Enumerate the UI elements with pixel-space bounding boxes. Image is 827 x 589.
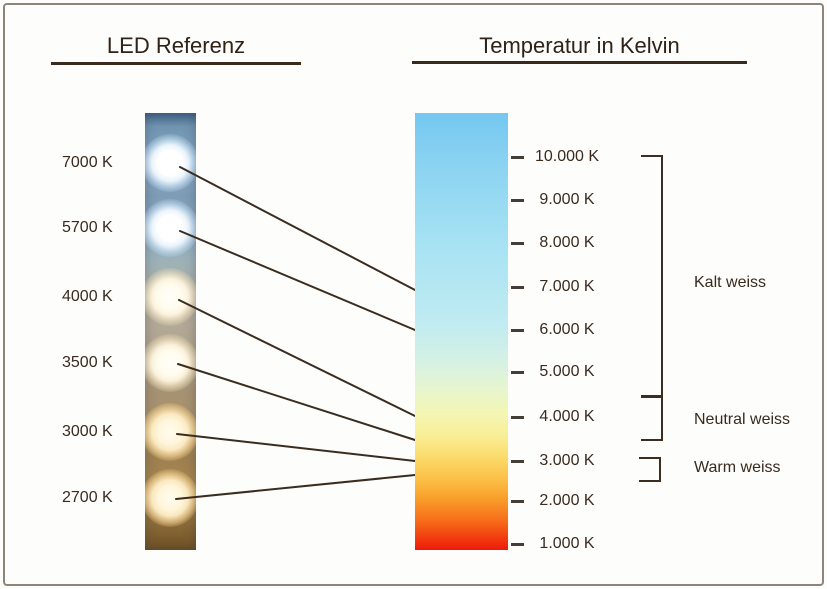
tick-7000k (511, 286, 524, 289)
neutral-weiss-bracket (641, 396, 663, 441)
led-bulb-5700k (145, 199, 196, 257)
tick-4000k (511, 416, 524, 419)
led-title-underline (51, 62, 301, 65)
tick-5000k (511, 371, 524, 374)
tick-label-8000k: 8.000 K (539, 234, 595, 251)
led-strip-photo (145, 113, 196, 550)
tick-label-3000k: 3.000 K (539, 452, 595, 469)
zone-label-kalt-weiss: Kalt weiss (694, 274, 767, 291)
tick-label-9000k: 9.000 K (539, 191, 595, 208)
connector-line-3000k (176, 433, 416, 462)
tick-label-6000k: 6.000 K (539, 321, 595, 338)
tick-1000k (511, 543, 524, 546)
led-label-2700k: 2700 K (62, 489, 113, 506)
tick-label-5000k: 5.000 K (539, 363, 595, 380)
connector-line-2700k (175, 474, 416, 500)
tick-3000k (511, 460, 524, 463)
tick-label-2000k: 2.000 K (539, 492, 595, 509)
kelvin-gradient-bar (415, 113, 508, 550)
tick-label-4000k: 4.000 K (539, 408, 595, 425)
tick-label-1000k: 1.000 K (539, 535, 595, 552)
led-bulb-7000k (145, 134, 196, 192)
tick-label-7000k: 7.000 K (539, 278, 595, 295)
led-bulb-4000k (145, 268, 196, 326)
zone-label-warm-weiss: Warm weiss (694, 459, 781, 476)
tick-8000k (511, 242, 524, 245)
tick-2000k (511, 500, 524, 503)
kelvin-title: Temperatur in Kelvin (479, 33, 680, 58)
led-bulb-3500k (145, 334, 196, 392)
connector-line-4000k (178, 299, 416, 417)
led-label-5700k: 5700 K (62, 219, 113, 236)
led-bulb-3000k (145, 403, 196, 461)
led-label-3000k: 3000 K (62, 423, 113, 440)
kalt-weiss-bracket (641, 155, 663, 397)
tick-6000k (511, 329, 524, 332)
diagram-border-frame (3, 3, 824, 586)
led-label-3500k: 3500 K (62, 354, 113, 371)
warm-weiss-bracket (639, 457, 661, 482)
zone-label-neutral-weiss: Neutral weiss (694, 411, 791, 428)
tick-10000k (511, 156, 524, 159)
connector-line-3500k (177, 363, 416, 441)
connector-line-7000k (179, 166, 416, 291)
led-reference-title: LED Referenz (106, 33, 246, 58)
led-label-4000k: 4000 K (62, 288, 113, 305)
tick-9000k (511, 199, 524, 202)
led-label-7000k: 7000 K (62, 154, 113, 171)
connector-line-5700k (179, 230, 416, 331)
kelvin-title-underline (412, 61, 747, 64)
led-bulb-2700k (145, 469, 196, 527)
tick-label-10000k: 10.000 K (534, 148, 600, 165)
